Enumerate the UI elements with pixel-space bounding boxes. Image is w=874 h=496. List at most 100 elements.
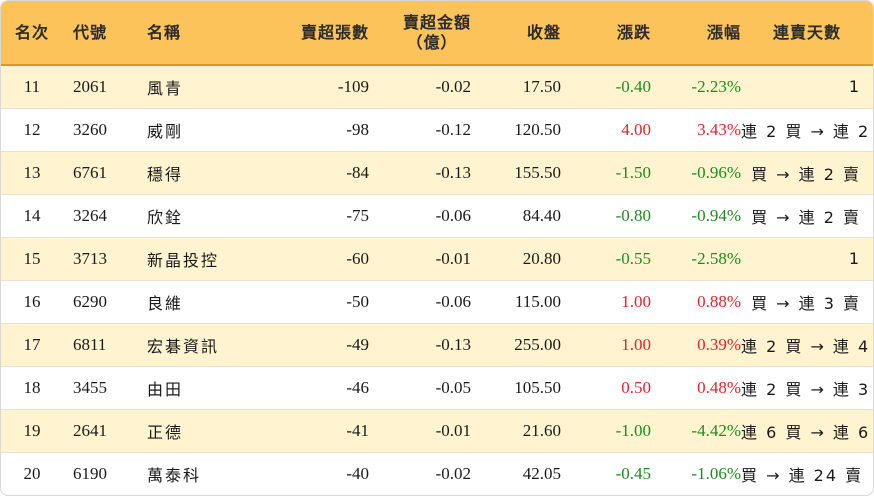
rank-cell: 13: [23, 162, 41, 182]
rank-cell: 15: [23, 248, 41, 268]
net-sell-amount-cell: -0.13: [435, 162, 471, 182]
change-cell: 0.50: [621, 377, 651, 397]
close-cell: 255.00: [514, 334, 561, 354]
net-sell-amount-cell: -0.13: [435, 334, 471, 354]
change-pct-cell: -2.58%: [691, 248, 741, 268]
change-pct-cell: 0.39%: [697, 334, 741, 354]
change-cell: -1.00: [615, 420, 651, 440]
net-sell-amount-cell: -0.05: [435, 377, 471, 397]
net-sell-amount-cell: -0.12: [435, 119, 471, 139]
code-cell: 3713: [73, 248, 107, 268]
rank-cell: 17: [23, 334, 41, 354]
header-change-pct[interactable]: 漲幅: [651, 1, 741, 66]
net-sell-amount-cell: -0.02: [435, 463, 471, 483]
table-row[interactable]: 11 2061 風青 -109 -0.02 17.50 -0.40 -2.23% 1: [1, 65, 873, 108]
header-streak[interactable]: 連賣天數: [741, 1, 873, 66]
net-sell-sheets-cell: -98: [346, 119, 369, 139]
code-cell: 3455: [73, 377, 107, 397]
change-cell: -0.80: [615, 205, 651, 225]
streak-cell: 連 2 買 → 連 4 賣: [741, 336, 873, 356]
change-cell: 4.00: [621, 119, 651, 139]
close-cell: 120.50: [514, 119, 561, 139]
table-header: 名次 代號 名稱 賣超張數 賣超金額 （億） 收盤 漲跌 漲幅 連賣天數: [1, 1, 873, 66]
net-sell-sheets-cell: -49: [346, 334, 369, 354]
streak-cell: 買 → 連 3 賣: [751, 293, 861, 313]
code-cell: 6290: [73, 291, 107, 311]
name-cell: 穩得: [147, 164, 184, 184]
rank-cell: 14: [23, 205, 41, 225]
streak-cell: 買 → 連 2 賣: [751, 164, 861, 184]
change-pct-cell: -0.94%: [691, 205, 741, 225]
rank-cell: 20: [23, 463, 41, 483]
code-cell: 2061: [73, 76, 107, 96]
change-cell: -0.55: [615, 248, 651, 268]
table-body: 11 2061 風青 -109 -0.02 17.50 -0.40 -2.23% 1 12 3260…: [1, 65, 873, 495]
net-sell-amount-cell: -0.06: [435, 205, 471, 225]
table-row[interactable]: 12 3260 威剛 -98 -0.12 120.50 4.00 3.43% 連 2 買 → 連…: [1, 108, 873, 151]
net-sell-sheets-cell: -40: [346, 463, 369, 483]
streak-cell: 1: [848, 77, 861, 97]
name-cell: 宏碁資訊: [147, 336, 220, 356]
table-row[interactable]: 19 2641 正德 -41 -0.01 21.60 -1.00 -4.42% 連 6 買 → …: [1, 409, 873, 452]
code-cell: 3264: [73, 205, 107, 225]
header-close[interactable]: 收盤: [471, 1, 561, 66]
table-row[interactable]: 18 3455 由田 -46 -0.05 105.50 0.50 0.48% 連 2 買 → 連…: [1, 366, 873, 409]
net-sell-amount-cell: -0.01: [435, 248, 471, 268]
table-row[interactable]: 16 6290 良維 -50 -0.06 115.00 1.00 0.88% 買 → 連 3 賣: [1, 280, 873, 323]
change-pct-cell: -4.42%: [691, 420, 741, 440]
streak-cell: 1: [848, 249, 861, 268]
table-row[interactable]: 13 6761 穩得 -84 -0.13 155.50 -1.50 -0.96% 買 → 連 2…: [1, 151, 873, 194]
rank-cell: 18: [23, 377, 41, 397]
rank-cell: 12: [23, 119, 41, 139]
net-sell-sheets-cell: -41: [346, 420, 369, 440]
net-sell-sheets-cell: -75: [346, 205, 369, 225]
close-cell: 105.50: [514, 377, 561, 397]
code-cell: 6190: [73, 463, 107, 483]
header-net-sell-amount-line1: 賣超金額: [402, 12, 471, 32]
streak-cell: 買 → 連 24 賣: [741, 465, 864, 485]
header-row: 名次 代號 名稱 賣超張數 賣超金額 （億） 收盤 漲跌 漲幅 連賣天數: [1, 1, 873, 66]
code-cell: 2641: [73, 420, 107, 440]
header-net-sell-amount[interactable]: 賣超金額 （億）: [369, 1, 471, 66]
name-cell: 新晶投控: [147, 250, 220, 270]
header-net-sell-amount-unit: （億）: [406, 32, 458, 52]
name-cell: 由田: [147, 379, 184, 399]
name-cell: 正德: [147, 422, 184, 442]
close-cell: 115.00: [514, 291, 561, 311]
table-row[interactable]: 14 3264 欣銓 -75 -0.06 84.40 -0.80 -0.94% 買 → 連 2 …: [1, 194, 873, 237]
net-sell-amount-cell: -0.02: [435, 76, 471, 96]
change-pct-cell: 3.43%: [697, 119, 741, 139]
streak-cell: 買 → 連 2 賣: [751, 207, 861, 227]
header-rank[interactable]: 名次: [1, 1, 63, 66]
table-row[interactable]: 15 3713 新晶投控 -60 -0.01 20.80 -0.55 -2.58% 1: [1, 237, 873, 280]
header-name[interactable]: 名稱: [143, 1, 251, 66]
name-cell: 威剛: [147, 121, 184, 141]
header-code[interactable]: 代號: [63, 1, 143, 66]
header-net-sell-sheets[interactable]: 賣超張數: [251, 1, 369, 66]
code-cell: 6761: [73, 162, 107, 182]
name-cell: 萬泰科: [147, 465, 202, 485]
rank-cell: 11: [23, 76, 41, 96]
change-pct-cell: 0.48%: [697, 377, 741, 397]
header-change[interactable]: 漲跌: [561, 1, 651, 66]
streak-cell: 連 2 買 → 連 3 賣: [741, 379, 873, 399]
close-cell: 21.60: [522, 420, 561, 440]
name-cell: 良維: [147, 293, 184, 313]
net-sell-sheets-cell: -46: [346, 377, 369, 397]
table-row[interactable]: 20 6190 萬泰科 -40 -0.02 42.05 -0.45 -1.06% 買 → 連 2…: [1, 452, 873, 495]
net-sell-sheets-cell: -50: [346, 291, 369, 311]
close-cell: 42.05: [522, 463, 561, 483]
streak-cell: 連 2 買 → 連 2 賣: [741, 121, 873, 141]
change-pct-cell: -0.96%: [691, 162, 741, 182]
change-cell: 1.00: [621, 334, 651, 354]
table-row[interactable]: 17 6811 宏碁資訊 -49 -0.13 255.00 1.00 0.39% 連 2 買 →…: [1, 323, 873, 366]
close-cell: 17.50: [522, 76, 561, 96]
name-cell: 風青: [147, 78, 184, 98]
close-cell: 155.50: [514, 162, 561, 182]
change-pct-cell: -2.23%: [691, 76, 741, 96]
close-cell: 84.40: [522, 205, 561, 225]
net-sell-sheets-cell: -60: [346, 248, 369, 268]
net-sell-amount-cell: -0.06: [435, 291, 471, 311]
net-sell-sheets-cell: -84: [346, 162, 369, 182]
